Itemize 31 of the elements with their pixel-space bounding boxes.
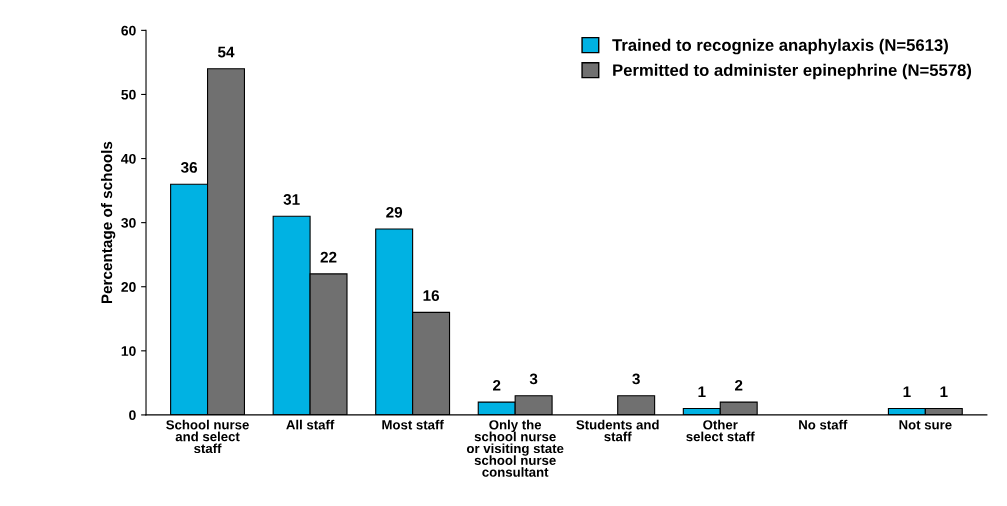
- x-tick-label: Not sure: [899, 420, 952, 430]
- y-tick-label: 10: [121, 346, 136, 356]
- data-label: 31: [283, 194, 300, 205]
- data-label: 1: [903, 386, 911, 398]
- legend-label: Trained to recognize anaphylaxis (N=5613): [612, 38, 948, 55]
- data-label: 1: [940, 386, 948, 398]
- x-tick-label: Only the school nurse or visiting state school nurse consultant: [466, 419, 564, 477]
- y-tick-label: 20: [121, 282, 136, 292]
- y-tick-label: 40: [121, 153, 136, 164]
- y-axis-title: Percentage of schools: [100, 141, 116, 304]
- y-tick-label: 30: [121, 217, 136, 228]
- y-tick-label: 60: [121, 25, 136, 36]
- x-tick-label: Students and staff: [576, 419, 659, 442]
- x-tick-label: No staff: [799, 419, 848, 430]
- data-label: 16: [423, 290, 440, 302]
- data-label: 3: [529, 373, 538, 385]
- y-tick-label: 0: [129, 410, 136, 421]
- x-tick-label: School nurse and select staff: [166, 419, 249, 454]
- y-tick-label: 50: [121, 89, 136, 100]
- legend-label: Permitted to administer epinephrine (N=5578): [613, 63, 972, 80]
- data-label: 54: [217, 46, 235, 58]
- data-label: 36: [180, 162, 198, 173]
- data-label: 1: [698, 386, 706, 398]
- x-tick-label: Most staff: [382, 419, 444, 430]
- data-label: 2: [492, 379, 501, 391]
- data-label: 22: [320, 251, 337, 263]
- data-label: 29: [386, 206, 403, 218]
- x-tick-label: All staff: [286, 419, 335, 430]
- data-label: 2: [734, 379, 743, 391]
- x-tick-label: Other select staff: [686, 419, 755, 442]
- data-label: 3: [632, 373, 640, 385]
